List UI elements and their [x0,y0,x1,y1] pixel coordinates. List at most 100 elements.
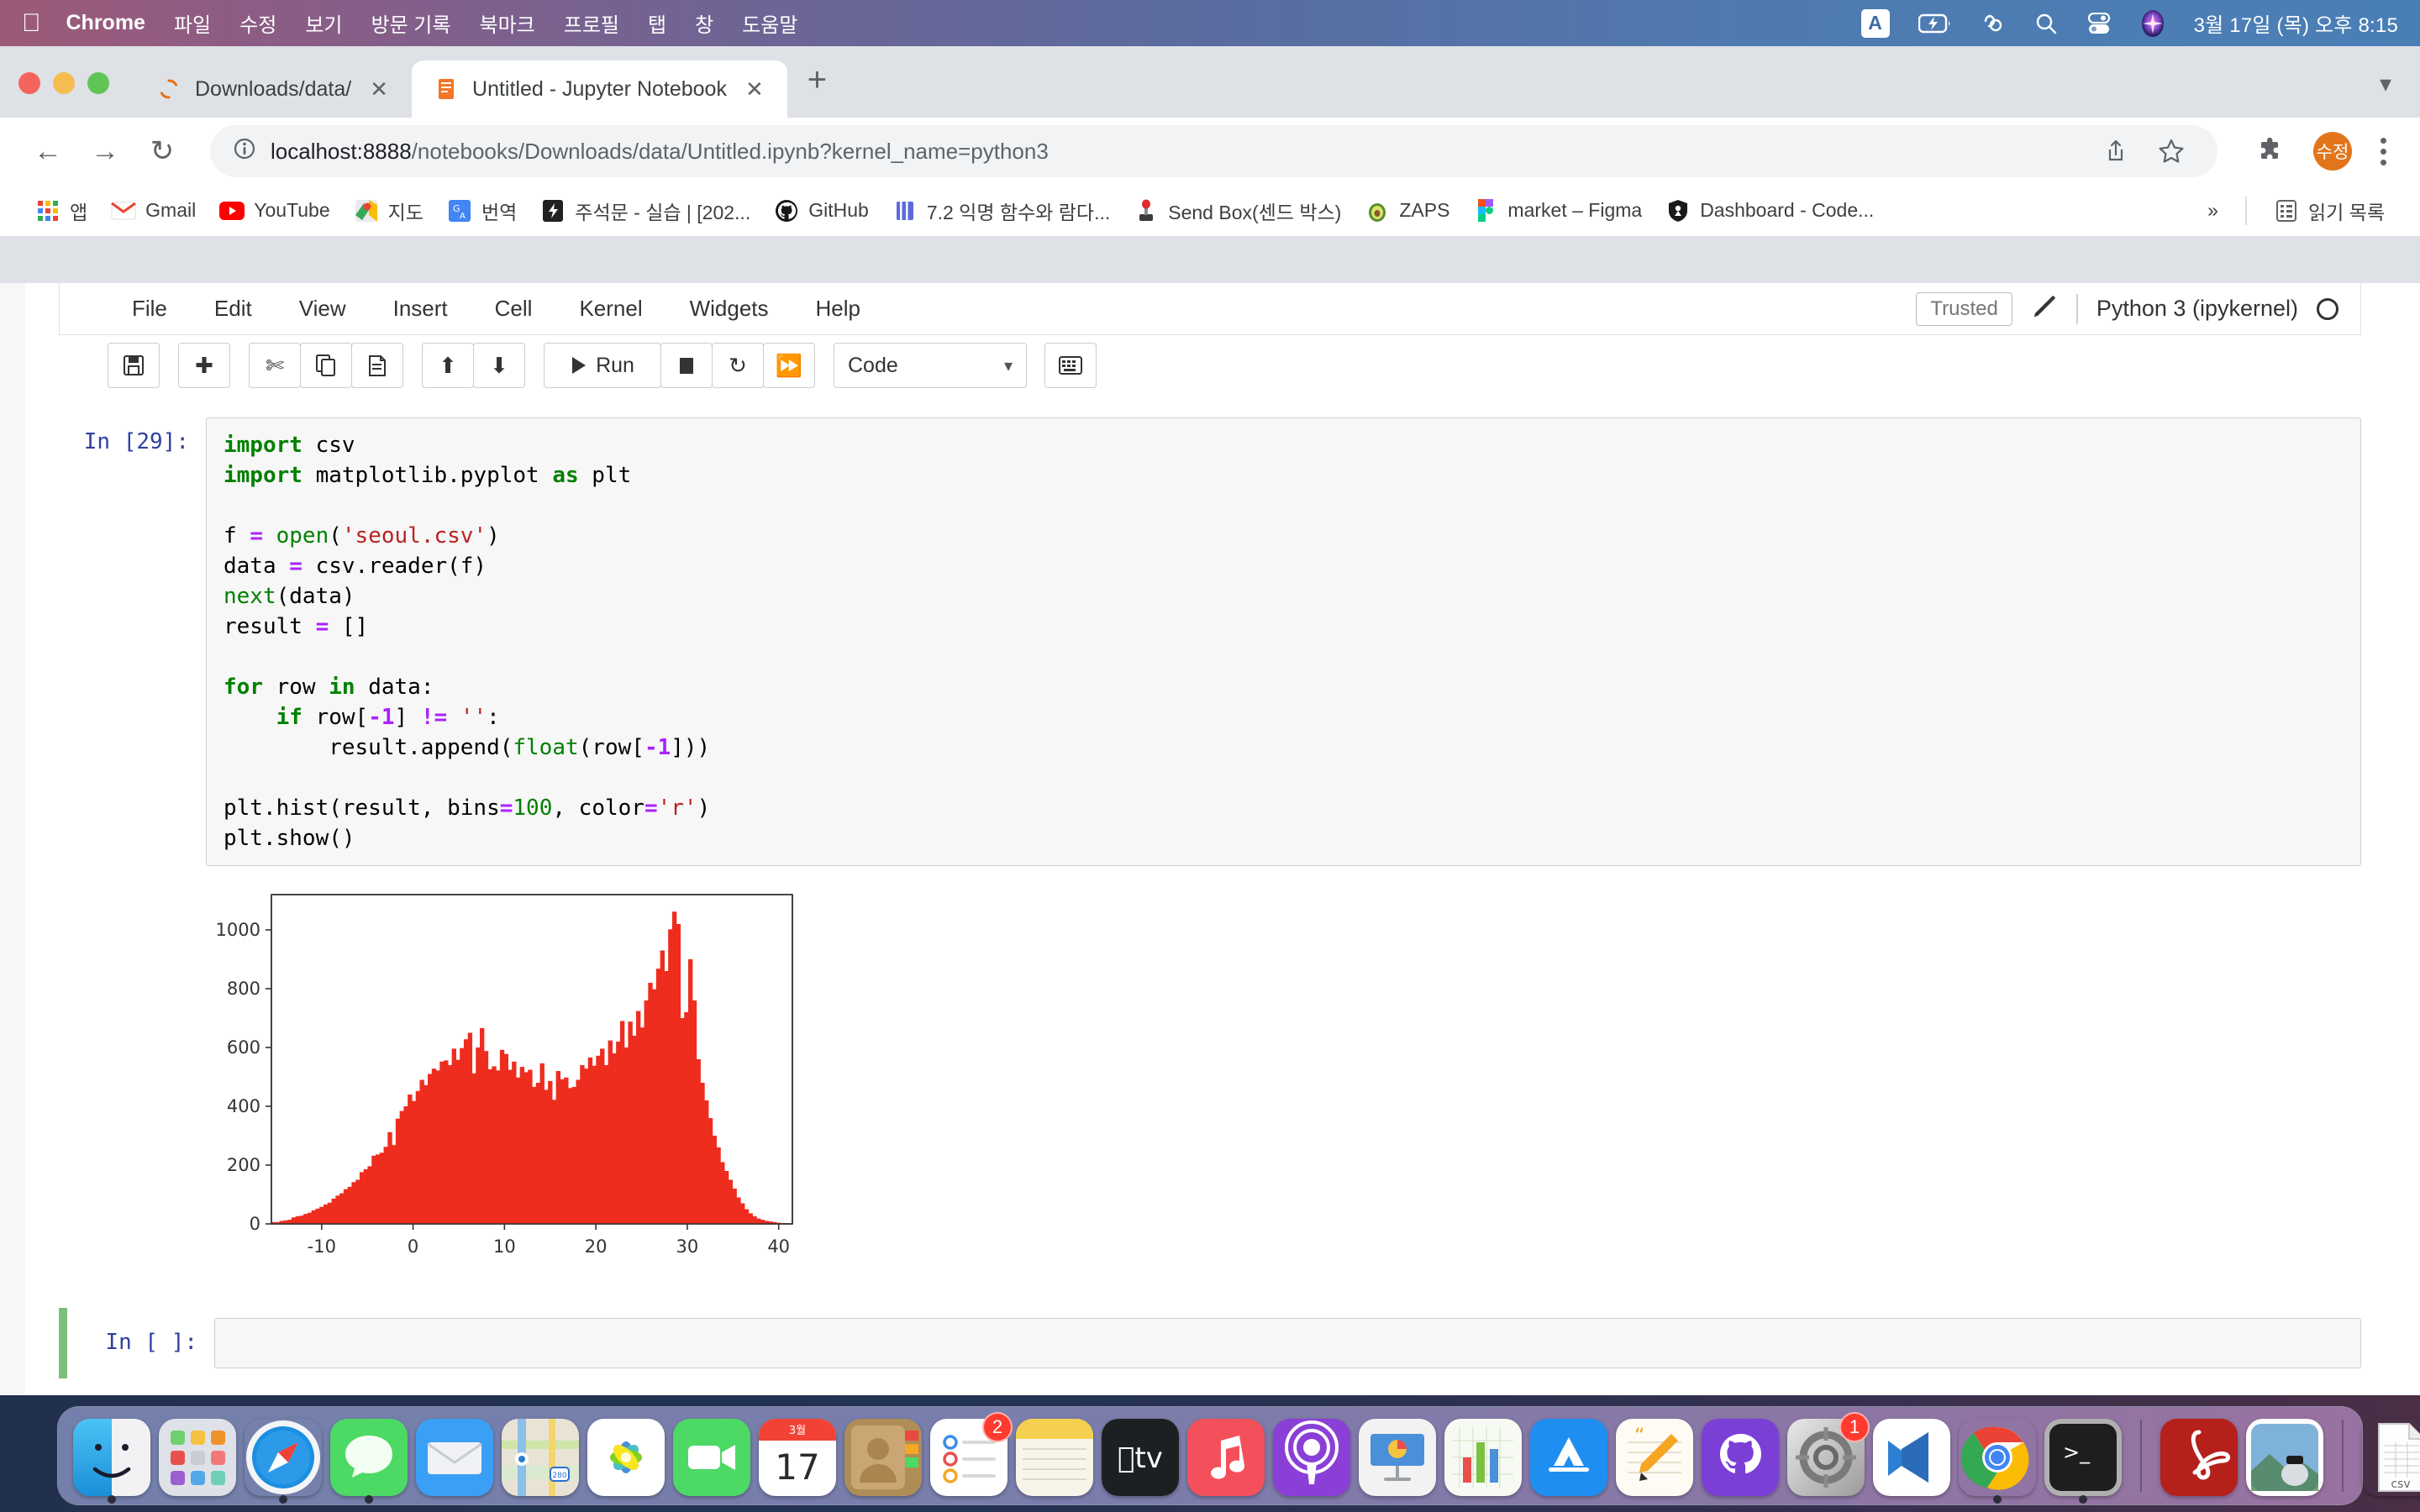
trusted-badge[interactable]: Trusted [1916,291,2012,326]
cell-type-select[interactable]: Code ▾ [834,343,1027,388]
dock-item-photos[interactable] [586,1415,666,1496]
notebook-menu-help[interactable]: Help [815,296,860,321]
tab-search-chevron-down-icon[interactable]: ▾ [2379,71,2391,97]
tab-downloads-data[interactable]: Downloads/data/ ✕ [134,60,412,118]
bookmark-lecture-notes[interactable]: 주석문 - 실습 | [202... [529,197,762,225]
control-center-icon[interactable] [2086,12,2112,34]
dock-item-launchpad[interactable] [157,1415,238,1496]
share-icon[interactable] [2091,127,2140,176]
profile-avatar[interactable]: 수정 [2313,132,2352,171]
dock-item-facetime[interactable] [671,1415,752,1496]
kebab-menu-icon[interactable] [2370,133,2396,171]
close-window-button[interactable] [18,72,40,94]
minimize-window-button[interactable] [53,72,75,94]
dock-item-vscode[interactable] [1871,1415,1952,1496]
dock-item-system-preferences[interactable]: 1 [1786,1412,1870,1496]
close-tab-icon[interactable]: ✕ [370,76,389,102]
notebook-menu-widgets[interactable]: Widgets [689,296,769,321]
menubar-item-edit[interactable]: 수정 [220,14,276,37]
menubar-item-history[interactable]: 방문 기록 [351,14,450,37]
notebook-menu-view[interactable]: View [298,296,346,321]
dock-item-adobe-acrobat[interactable] [2159,1415,2239,1496]
maximize-window-button[interactable] [87,72,109,94]
site-info-icon[interactable] [232,136,257,167]
notebook-menu-file[interactable]: File [132,296,167,321]
window-controls[interactable] [18,72,109,118]
notebook-menu-edit[interactable]: Edit [213,296,252,321]
close-tab-icon[interactable]: ✕ [744,76,764,102]
tab-untitled-jupyter-notebook[interactable]: Untitled - Jupyter Notebook ✕ [412,60,787,118]
code-cell-empty-selected[interactable]: In [ ]: [59,1308,2361,1378]
bookmark-maps[interactable]: 지도 [342,197,435,225]
siri-icon[interactable] [2140,9,2165,38]
dock-item-finder[interactable] [71,1415,152,1504]
dock-item-numbers[interactable] [1443,1415,1523,1496]
dock-item-messages[interactable] [329,1415,409,1504]
menubar-item-profile[interactable]: 프로필 [544,14,619,37]
cut-cell-button[interactable]: ✄ [249,343,301,388]
dock-item-appstore[interactable] [1528,1415,1609,1496]
bookmarks-overflow-button[interactable]: » [2207,199,2218,221]
run-button[interactable]: Run [544,343,661,388]
search-icon[interactable] [2034,12,2058,35]
paste-cell-button[interactable] [351,343,403,388]
dock-item-preview[interactable] [2244,1415,2325,1496]
bookmark-youtube[interactable]: YouTube [208,198,341,223]
dock-item-maps[interactable]: 280 [500,1415,581,1496]
forward-arrow-icon[interactable]: → [91,134,119,167]
bookmark-gmail[interactable]: Gmail [99,198,208,223]
puzzle-icon[interactable] [2246,127,2295,176]
menubar-item-help[interactable]: 도움말 [723,14,797,37]
dock-item-music[interactable] [1186,1415,1266,1496]
notebook-menu-kernel[interactable]: Kernel [579,296,643,321]
pencil-icon[interactable] [2031,293,2058,324]
bookmark-lambda-chapter[interactable]: 7.2 익명 함수와 람다... [881,197,1122,225]
bookmark-zaps[interactable]: ZAPS [1353,198,1461,223]
bookmark-apps[interactable]: 앱 [24,197,99,225]
dock-item-podcasts[interactable] [1271,1415,1352,1496]
menubar-item-bookmarks[interactable]: 북마크 [460,14,534,37]
restart-run-all-button[interactable]: ⏩ [763,343,815,388]
menubar-item-file[interactable]: 파일 [155,14,211,37]
move-cell-up-button[interactable]: ⬆ [422,343,474,388]
move-cell-down-button[interactable]: ⬇ [473,343,525,388]
notebook-menu-insert[interactable]: Insert [392,296,448,321]
dock-item-contacts[interactable] [843,1415,923,1496]
dock-item-mail[interactable] [414,1415,495,1496]
dock-item-chrome[interactable] [1957,1415,2038,1504]
omnibox[interactable]: localhost:8888/notebooks/Downloads/data/… [210,125,2217,177]
reload-icon[interactable]: ↻ [150,135,175,167]
input-source-A-icon[interactable]: A [1860,8,1890,38]
menubar-clock[interactable]: 3월 17일 (목) 오후 8:15 [2193,14,2398,37]
bookmark-send-box[interactable]: Send Box(센드 박스) [1122,197,1353,225]
bookmark-dashboard-code[interactable]: Dashboard - Code... [1654,198,1886,223]
dock-item-keynote[interactable] [1357,1415,1438,1496]
apple-logo-icon[interactable]:  [22,11,41,36]
dock-item-github[interactable] [1700,1415,1781,1496]
command-palette-icon[interactable] [1044,343,1097,388]
dock-item-reminders[interactable]: 2 [929,1412,1013,1496]
bookmark-market-figma[interactable]: market – Figma [1461,198,1654,223]
new-tab-button[interactable]: + [807,61,828,98]
star-icon[interactable] [2147,127,2196,176]
code-cell-29[interactable]: In [29]: import csv import matplotlib.py… [59,417,2361,866]
back-arrow-icon[interactable]: ← [34,134,62,167]
dock-item-pages[interactable]: “ [1614,1415,1695,1496]
dock-item-safari[interactable] [243,1415,324,1504]
copy-cell-button[interactable] [300,343,352,388]
save-button[interactable] [108,343,160,388]
interrupt-kernel-button[interactable] [660,343,713,388]
dock-item-csv-file[interactable]: csv [2360,1415,2420,1496]
menubar-item-tab[interactable]: 탭 [648,8,666,38]
reading-list-button[interactable]: 읽기 목록 [2262,197,2396,225]
battery-charging-icon[interactable] [1918,13,1952,34]
menubar-item-view[interactable]: 보기 [286,14,342,37]
airdrop-icon[interactable] [1981,11,2006,36]
dock-item-calendar[interactable]: 3월 17 [757,1415,838,1496]
dock-item-terminal[interactable]: >_ [2043,1415,2123,1504]
dock-item-notes[interactable] [1014,1415,1095,1496]
kernel-name-label[interactable]: Python 3 (ipykernel) [2096,296,2298,321]
dock-item-appletv[interactable]: tv [1100,1415,1181,1496]
notebook-menu-cell[interactable]: Cell [494,296,533,321]
